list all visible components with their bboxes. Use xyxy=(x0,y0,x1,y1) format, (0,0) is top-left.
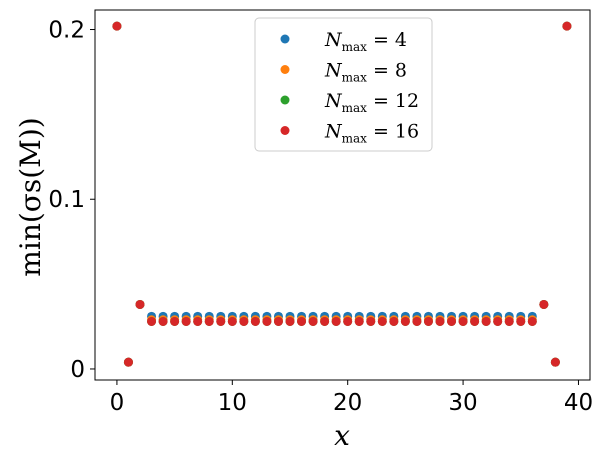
point-series-4 xyxy=(147,316,157,326)
point-series-4 xyxy=(493,316,503,326)
point-series-4 xyxy=(285,316,295,326)
point-series-4 xyxy=(308,316,318,326)
point-series-4 xyxy=(297,316,307,326)
point-series-4 xyxy=(481,316,491,326)
point-series-4 xyxy=(539,299,549,309)
point-series-4 xyxy=(389,316,399,326)
y-tick-label: 0.2 xyxy=(48,18,85,44)
point-series-4 xyxy=(262,316,272,326)
point-series-4 xyxy=(123,357,133,367)
point-series-4 xyxy=(158,316,168,326)
x-tick-label: 10 xyxy=(218,390,247,416)
point-series-4 xyxy=(516,316,526,326)
x-axis-ticks: 0 10 20 30 40 xyxy=(110,380,593,416)
point-series-4 xyxy=(343,316,353,326)
point-series-4 xyxy=(216,316,226,326)
point-series-4 xyxy=(423,316,433,326)
point-series-4 xyxy=(320,316,330,326)
x-tick-label: 20 xyxy=(333,390,362,416)
point-series-4 xyxy=(135,299,145,309)
point-series-4 xyxy=(170,316,180,326)
plot-frame xyxy=(94,9,591,381)
point-series-4 xyxy=(435,316,445,326)
point-series-4 xyxy=(470,316,480,326)
legend-marker xyxy=(280,95,290,105)
point-series-4 xyxy=(377,316,387,326)
point-series-4 xyxy=(331,316,341,326)
x-tick-label: 30 xyxy=(448,390,477,416)
legend-marker xyxy=(280,65,290,74)
legend-label: Nmax = 16 xyxy=(324,121,419,146)
point-series-4 xyxy=(239,316,249,326)
y-axis-ticks: 0 0.1 0.2 xyxy=(48,18,95,383)
legend-marker xyxy=(280,34,290,44)
legend-label: Nmax = 12 xyxy=(324,90,419,115)
y-tick-label: 0.1 xyxy=(48,187,85,213)
point-series-4 xyxy=(550,357,560,367)
point-series-4 xyxy=(412,316,422,326)
point-series-4 xyxy=(504,316,514,326)
x-tick-label: 0 xyxy=(110,390,125,416)
point-series-4 xyxy=(354,316,364,326)
point-series-4 xyxy=(227,316,237,326)
legend-marker xyxy=(280,126,290,135)
point-series-4 xyxy=(250,316,260,326)
point-series-4 xyxy=(273,316,283,326)
point-series-4 xyxy=(181,316,191,326)
point-series-4 xyxy=(366,316,376,326)
point-series-4 xyxy=(562,21,572,31)
legend-label: Nmax = 8 xyxy=(324,60,407,85)
data-points xyxy=(112,21,572,367)
y-axis-label: min(σs(M)) xyxy=(14,117,47,276)
x-tick-label: 40 xyxy=(564,390,593,416)
point-series-4 xyxy=(112,21,122,31)
y-tick-label: 0 xyxy=(70,357,85,383)
legend-box xyxy=(254,17,433,152)
legend-label: Nmax = 4 xyxy=(324,29,407,54)
point-series-4 xyxy=(447,316,457,326)
point-series-4 xyxy=(204,316,214,326)
point-series-4 xyxy=(527,316,537,326)
point-series-4 xyxy=(400,316,410,326)
legend: Nmax = 4 Nmax = 8 Nmax = 12 Nmax = 16 xyxy=(254,17,433,152)
x-axis-label: x xyxy=(334,419,350,452)
point-series-4 xyxy=(458,316,468,326)
point-series-4 xyxy=(193,316,203,326)
